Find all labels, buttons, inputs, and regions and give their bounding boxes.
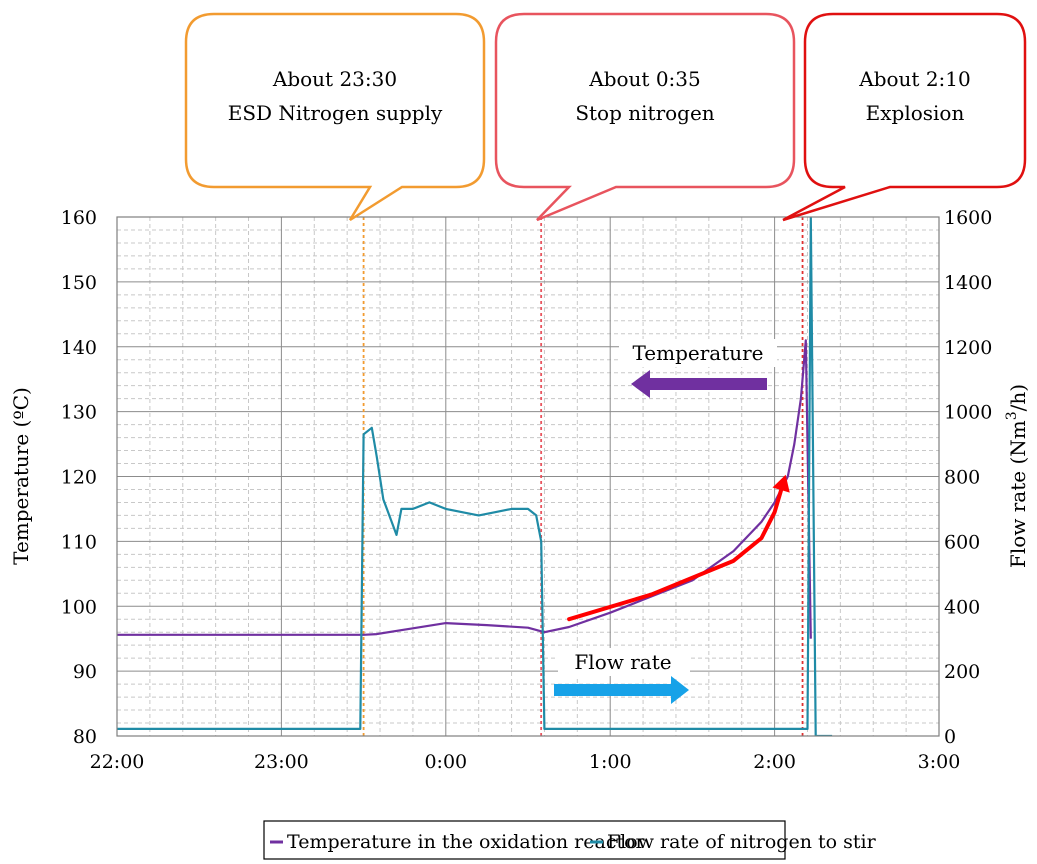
legend-box (263, 820, 786, 860)
callout-stop-nitrogen: About 0:35 Stop nitrogen (494, 12, 796, 222)
callout-esd-nitrogen-supply: About 23:30 ESD Nitrogen supply (184, 12, 486, 222)
x-tick-label: 1:00 (589, 751, 632, 773)
left-axis-ticks: 80 90 100 110 120 130 140 150 160 (61, 207, 97, 748)
callout-2-line2: Stop nitrogen (575, 101, 714, 125)
y-right-tick-label: 1200 (944, 337, 992, 359)
minor-gridlines (117, 217, 939, 736)
trend-arrow (567, 474, 790, 622)
flow-annotation: Flow rate (574, 650, 671, 674)
temperature-label-bg (619, 339, 777, 367)
x-tick-label: 22:00 (90, 751, 145, 773)
callout-1-line2: ESD Nitrogen supply (228, 101, 443, 125)
major-gridlines (117, 217, 939, 736)
y-right-tick-label: 0 (944, 726, 956, 748)
temperature-series-line (117, 339, 812, 639)
callout-3-line2: Explosion (866, 101, 965, 125)
callout-2-shape (494, 12, 796, 222)
flow-label-bg (558, 648, 690, 676)
callout-explosion: About 2:10 Explosion (782, 12, 1027, 222)
y-right-tick-label: 600 (944, 531, 980, 553)
plot-border (116, 216, 940, 737)
y-right-tick-label: 800 (944, 467, 980, 489)
flow-arrow (554, 676, 689, 704)
x-tick-label: 2:00 (753, 751, 796, 773)
legend: Temperature in the oxidation reactor Flo… (263, 820, 877, 860)
y-right-tick-label: 200 (944, 661, 980, 683)
flow-series-line (117, 217, 833, 736)
series-layer (117, 217, 833, 736)
y-right-tick-label: 1600 (944, 207, 992, 229)
y-right-axis-title: Flow rate (Nm3/h) (1004, 384, 1030, 568)
callout-3-shape (782, 12, 1027, 222)
y-left-tick-label: 130 (61, 402, 97, 424)
trend-arrow-line (567, 482, 785, 622)
y-left-tick-label: 160 (61, 207, 97, 229)
y-left-tick-label: 90 (73, 661, 97, 683)
y-left-tick-label: 150 (61, 272, 97, 294)
x-tick-label: 0:00 (424, 751, 467, 773)
y-right-tick-label: 1400 (944, 272, 992, 294)
legend-label-flow: Flow rate of nitrogen to stir (607, 831, 877, 853)
y-left-axis-title: Temperature (ºC) (9, 387, 33, 565)
callout-1-line1: About 23:30 (272, 67, 397, 91)
x-tick-label: 3:00 (918, 751, 961, 773)
y-right-tick-label: 1000 (944, 402, 992, 424)
y-left-tick-label: 80 (73, 726, 97, 748)
temperature-arrow (631, 370, 767, 398)
y-right-title-main: Flow rate (Nm (1006, 420, 1030, 568)
x-tick-label: 23:00 (254, 751, 309, 773)
y-right-title-tail: /h) (1006, 384, 1030, 411)
temperature-annotation: Temperature (632, 341, 763, 365)
y-left-tick-label: 140 (61, 337, 97, 359)
y-left-tick-label: 110 (61, 531, 97, 553)
right-axis-ticks: 0 200 400 600 800 1000 1200 1400 1600 (944, 207, 992, 748)
y-left-tick-label: 120 (61, 467, 97, 489)
legend-label-temperature: Temperature in the oxidation reactor (287, 831, 646, 853)
trend-arrow-head (772, 474, 790, 493)
callout-3-line1: About 2:10 (858, 67, 970, 91)
x-axis-ticks: 22:00 23:00 0:00 1:00 2:00 3:00 (90, 751, 961, 773)
y-left-tick-label: 100 (61, 596, 97, 618)
y-right-tick-label: 400 (944, 596, 980, 618)
callout-1-shape (184, 12, 486, 222)
callout-2-line1: About 0:35 (588, 67, 700, 91)
y-right-title-sup: 3 (1004, 411, 1020, 420)
